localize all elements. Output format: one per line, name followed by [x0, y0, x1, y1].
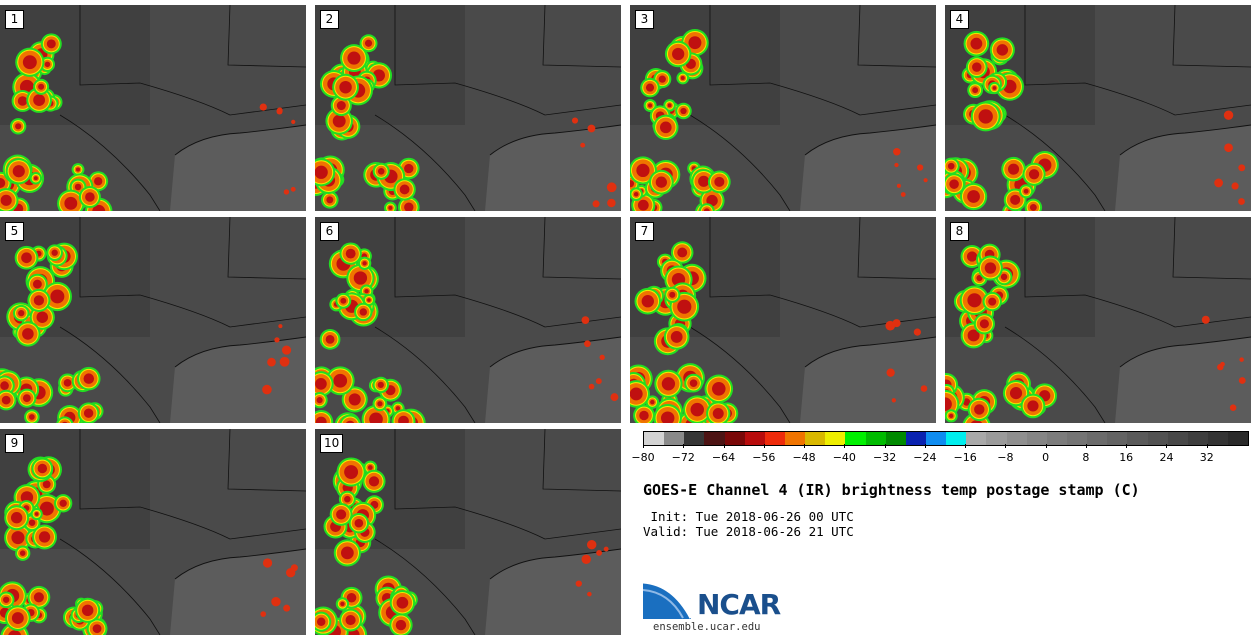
colorbar: [643, 431, 1249, 446]
ir-satellite-image: [0, 5, 306, 211]
init-time: Init: Tue 2018-06-26 00 UTC: [643, 509, 854, 524]
colorbar-segment: [925, 432, 947, 445]
colorbar-segment: [744, 432, 765, 445]
panel-7: 7: [630, 217, 936, 423]
colorbar-tick-label: 32: [1199, 451, 1214, 464]
colorbar-tick: [723, 444, 725, 448]
panel-5: 5: [0, 217, 306, 423]
colorbar-segment: [966, 432, 987, 445]
panel-6: 6: [315, 217, 621, 423]
colorbar-tick-label: −72: [671, 451, 695, 464]
colorbar-tick-label: 16: [1119, 451, 1134, 464]
colorbar-tick-label: −56: [752, 451, 776, 464]
colorbar-segment: [644, 432, 665, 445]
panel-10: 10: [315, 429, 621, 635]
colorbar-segment: [885, 432, 906, 445]
panel-2: 2: [315, 5, 621, 211]
panel-9: 9: [0, 429, 306, 635]
colorbar-ticks: −80 −72 −64 −56 −48 −40 −32 −24 −16 −8 0 8 16 24 32: [631, 444, 1249, 464]
ir-satellite-image: [945, 5, 1251, 211]
figure-title: GOES-E Channel 4 (IR) brightness temp po…: [643, 481, 1140, 499]
panel-label: 5: [5, 222, 24, 241]
panel-1: 1: [0, 5, 306, 211]
logo-wordmark: NCAR: [697, 588, 781, 621]
colorbar-tick: [643, 444, 644, 448]
ncar-logo-icon: [643, 580, 693, 619]
colorbar-tick: [1126, 444, 1128, 448]
colorbar-segment: [1066, 432, 1088, 445]
colorbar-segment: [845, 432, 866, 445]
colorbar-segment: [946, 432, 967, 445]
colorbar-tick-label: 24: [1159, 451, 1174, 464]
ir-satellite-image: [630, 5, 936, 211]
colorbar-segment: [986, 432, 1007, 445]
colorbar-segment: [1087, 432, 1108, 445]
ir-satellite-image: [315, 217, 621, 423]
panel-label: 9: [5, 434, 24, 453]
ir-satellite-image: [315, 5, 621, 211]
panel-label: 10: [320, 434, 344, 453]
colorbar-segment: [905, 432, 926, 445]
ir-satellite-image: [0, 429, 306, 635]
colorbar-tick-label: −32: [872, 451, 897, 464]
colorbar-segment: [724, 432, 745, 445]
colorbar-segment: [1006, 432, 1027, 445]
colorbar-segment: [825, 432, 846, 445]
colorbar-tick: [1166, 444, 1168, 448]
colorbar-tick: [1045, 444, 1047, 448]
colorbar-segment: [1228, 432, 1249, 445]
panel-label: 8: [950, 222, 969, 241]
colorbar-tick-label: −48: [792, 451, 816, 464]
colorbar-segment: [1026, 432, 1047, 445]
ir-satellite-image: [630, 217, 936, 423]
colorbar-tick-label: −24: [913, 451, 937, 464]
colorbar-segment: [704, 432, 725, 445]
colorbar-segment: [1147, 432, 1168, 445]
colorbar-tick: [1206, 444, 1208, 448]
panel-label: 6: [320, 222, 339, 241]
colorbar-segment: [764, 432, 785, 445]
colorbar-segment: [865, 432, 886, 445]
panel-label: 4: [950, 10, 969, 29]
colorbar-tick-label: −16: [953, 451, 977, 464]
logo-url[interactable]: ensemble.ucar.edu: [653, 621, 761, 633]
colorbar-tick: [1085, 444, 1087, 448]
colorbar-tick: [683, 444, 685, 448]
colorbar-segment: [1187, 432, 1208, 445]
colorbar-segment: [1167, 432, 1188, 445]
panel-label: 3: [635, 10, 654, 29]
colorbar-segment: [684, 432, 705, 445]
colorbar-segment: [1127, 432, 1148, 445]
panel-label: 7: [635, 222, 654, 241]
colorbar-tick: [884, 444, 886, 448]
panel-3: 3: [630, 5, 936, 211]
colorbar-tick-label: −40: [832, 451, 856, 464]
colorbar-tick-label: 0: [1042, 451, 1050, 464]
colorbar-tick: [1005, 444, 1007, 448]
colorbar-tick: [924, 444, 926, 448]
panel-label: 1: [5, 10, 24, 29]
colorbar-segment: [1207, 432, 1229, 445]
colorbar-segment: [805, 432, 826, 445]
ir-satellite-image: [945, 217, 1251, 423]
valid-time: Valid: Tue 2018-06-26 21 UTC: [643, 524, 854, 539]
colorbar-tick-label: −8: [997, 451, 1014, 464]
colorbar-tick: [804, 444, 806, 448]
colorbar-tick-label: 8: [1082, 451, 1090, 464]
colorbar-tick: [844, 444, 846, 448]
colorbar-segment: [1046, 432, 1067, 445]
colorbar-segment: [664, 432, 685, 445]
colorbar-segment: [1107, 432, 1128, 445]
colorbar-tick: [965, 444, 967, 448]
colorbar-tick-label: −80: [631, 451, 655, 464]
panel-4: 4: [945, 5, 1251, 211]
ir-satellite-image: [0, 217, 306, 423]
colorbar-tick-label: −64: [711, 451, 736, 464]
colorbar-tick: [763, 444, 765, 448]
panel-label: 2: [320, 10, 339, 29]
colorbar-segment: [784, 432, 806, 445]
ir-satellite-image: [315, 429, 621, 635]
panel-8: 8: [945, 217, 1251, 423]
